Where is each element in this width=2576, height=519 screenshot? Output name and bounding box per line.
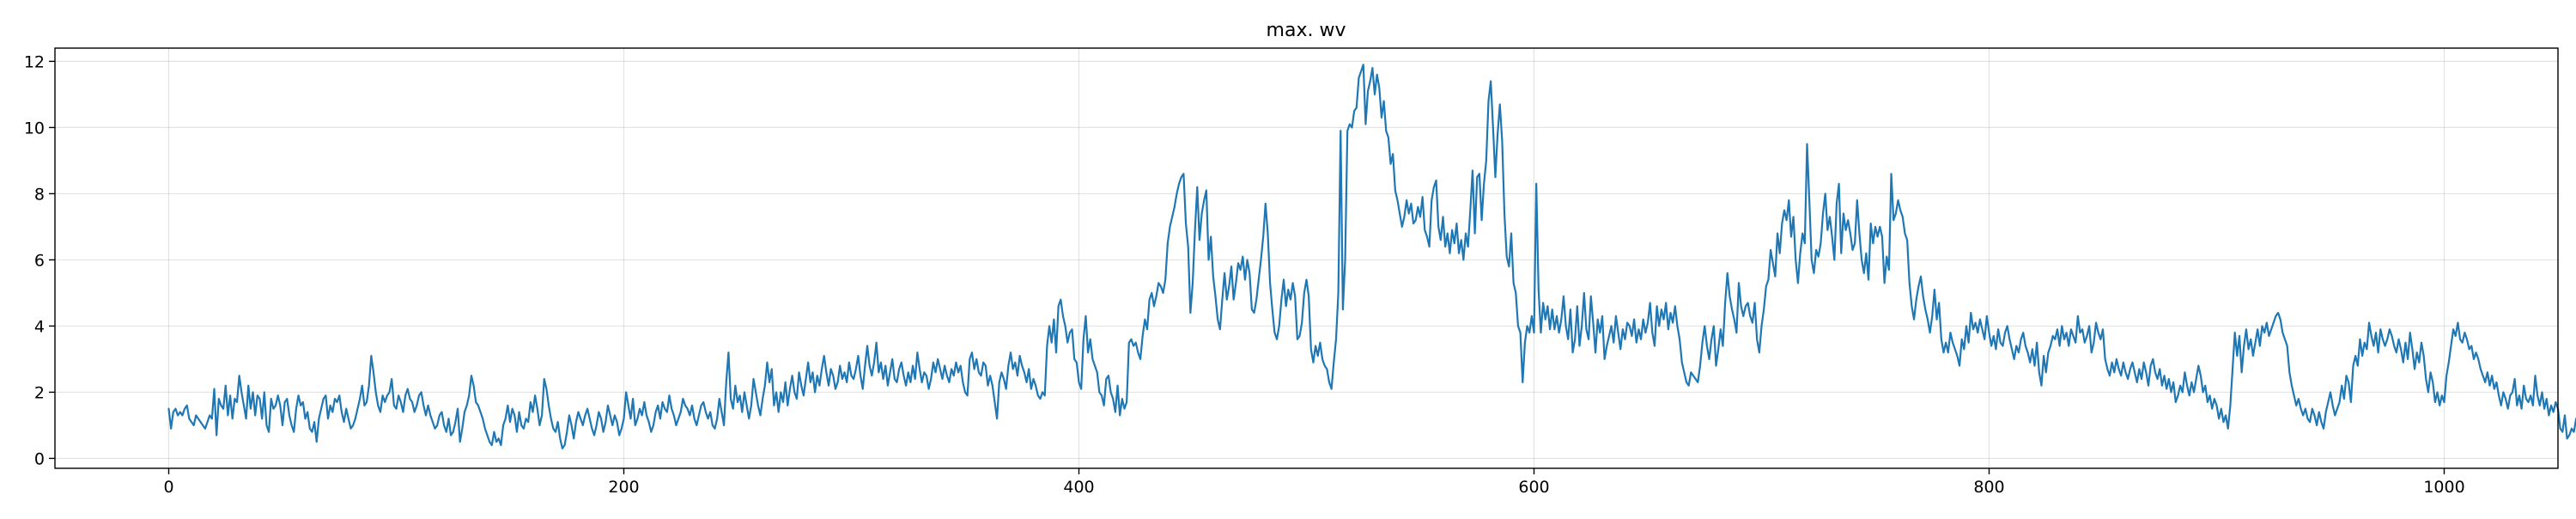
y-tick-label: 8	[34, 185, 45, 204]
y-tick-label: 4	[34, 317, 45, 336]
grid-layer	[55, 48, 2558, 468]
x-tick-label: 400	[1063, 478, 1094, 497]
x-tick-label: 600	[1518, 478, 1549, 497]
y-tick-label: 12	[24, 52, 45, 71]
y-tick-label: 6	[34, 251, 45, 270]
y-tick-label: 10	[24, 119, 45, 137]
y-axis: 0 2 4 6 8 10 12	[24, 52, 55, 468]
y-tick-label: 0	[34, 449, 45, 468]
chart-title: max. wv	[1267, 20, 1346, 41]
x-tick-label: 0	[163, 478, 173, 497]
y-tick-label: 2	[34, 383, 45, 402]
x-tick-label: 800	[1973, 478, 2004, 497]
x-tick-label: 1000	[2423, 478, 2464, 497]
series-layer	[169, 64, 2576, 449]
x-tick-label: 200	[608, 478, 639, 497]
plot-frame	[55, 48, 2558, 468]
series-line	[169, 64, 2576, 449]
x-axis: 0 200 400 600 800 1000	[163, 468, 2464, 497]
